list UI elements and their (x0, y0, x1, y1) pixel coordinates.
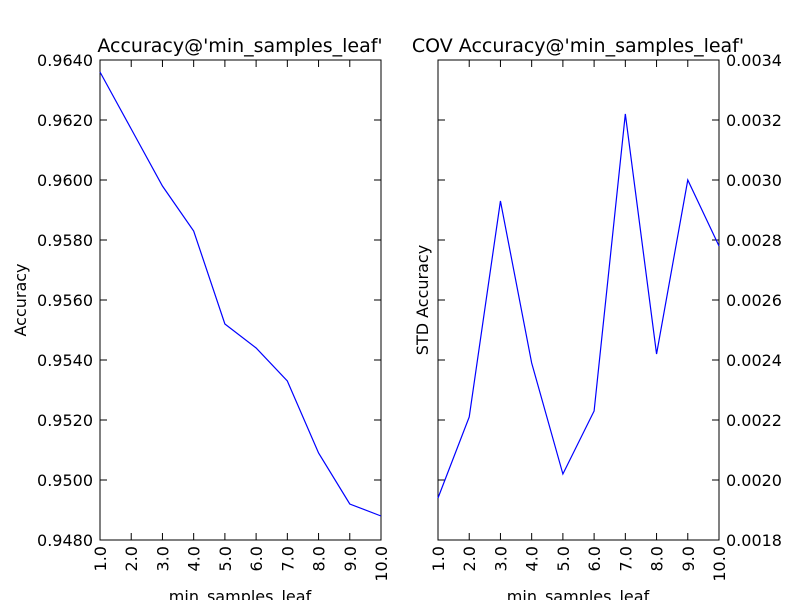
x-tick-label: 6.0 (585, 546, 604, 571)
chart-title: COV Accuracy@'min_samples_leaf' (412, 35, 744, 57)
y-tick-label: 0.0024 (726, 351, 782, 370)
x-tick-label: 8.0 (648, 546, 667, 571)
y-tick-label: 0.9580 (37, 231, 93, 250)
x-tick-label: 9.0 (341, 546, 360, 571)
y-tick-label: 0.9520 (37, 411, 93, 430)
std-accuracy-chart: COV Accuracy@'min_samples_leaf' min_samp… (412, 35, 782, 604)
y-tick-label: 0.9620 (37, 111, 93, 130)
x-tick-label: 2.0 (122, 546, 141, 571)
x-tick-label: 3.0 (153, 546, 172, 571)
y-tick-label: 0.9480 (37, 531, 93, 550)
series-line (437, 113, 720, 499)
y-tick-label: 0.0022 (726, 411, 782, 430)
y-tick-label: 0.0032 (726, 111, 782, 130)
accuracy-chart: Accuracy@'min_samples_leaf' min_samples_… (11, 35, 391, 604)
x-tick-label: 7.0 (278, 546, 297, 571)
y-tick-label: 0.0034 (726, 51, 782, 70)
x-tick-label: 5.0 (216, 546, 235, 571)
y-tick-label: 0.9600 (37, 171, 93, 190)
y-tick-label: 0.0018 (726, 531, 782, 550)
y-tick-label: 0.0030 (726, 171, 782, 190)
x-tick-label: 3.0 (491, 546, 510, 571)
x-tick-label: 10.0 (710, 546, 729, 582)
x-tick-label: 6.0 (247, 546, 266, 571)
series-line (99, 71, 382, 517)
x-tick-label: 1.0 (91, 546, 110, 571)
chart-title: Accuracy@'min_samples_leaf' (97, 35, 382, 57)
y-tick-label: 0.9500 (37, 471, 93, 490)
y-tick-label: 0.9640 (37, 51, 93, 70)
x-tick-label: 7.0 (616, 546, 635, 571)
x-tick-label: 5.0 (554, 546, 573, 571)
y-tick-label: 0.0026 (726, 291, 782, 310)
y-tick-label: 0.0028 (726, 231, 782, 250)
x-tick-label: 9.0 (679, 546, 698, 571)
x-tick-label: 1.0 (429, 546, 448, 571)
x-tick-label: 8.0 (310, 546, 329, 571)
x-tick-label: 10.0 (372, 546, 391, 582)
y-axis-label: Accuracy (11, 263, 30, 336)
y-tick-label: 0.9540 (37, 351, 93, 370)
y-tick-label: 0.9560 (37, 291, 93, 310)
x-tick-label: 4.0 (185, 546, 204, 571)
x-axis-label: min_samples_leaf (507, 587, 650, 600)
x-tick-label: 4.0 (523, 546, 542, 571)
y-tick-label: 0.0020 (726, 471, 782, 490)
y-axis-label: STD Accuracy (413, 245, 432, 355)
x-tick-label: 2.0 (460, 546, 479, 571)
x-axis-label: min_samples_leaf (169, 587, 312, 600)
